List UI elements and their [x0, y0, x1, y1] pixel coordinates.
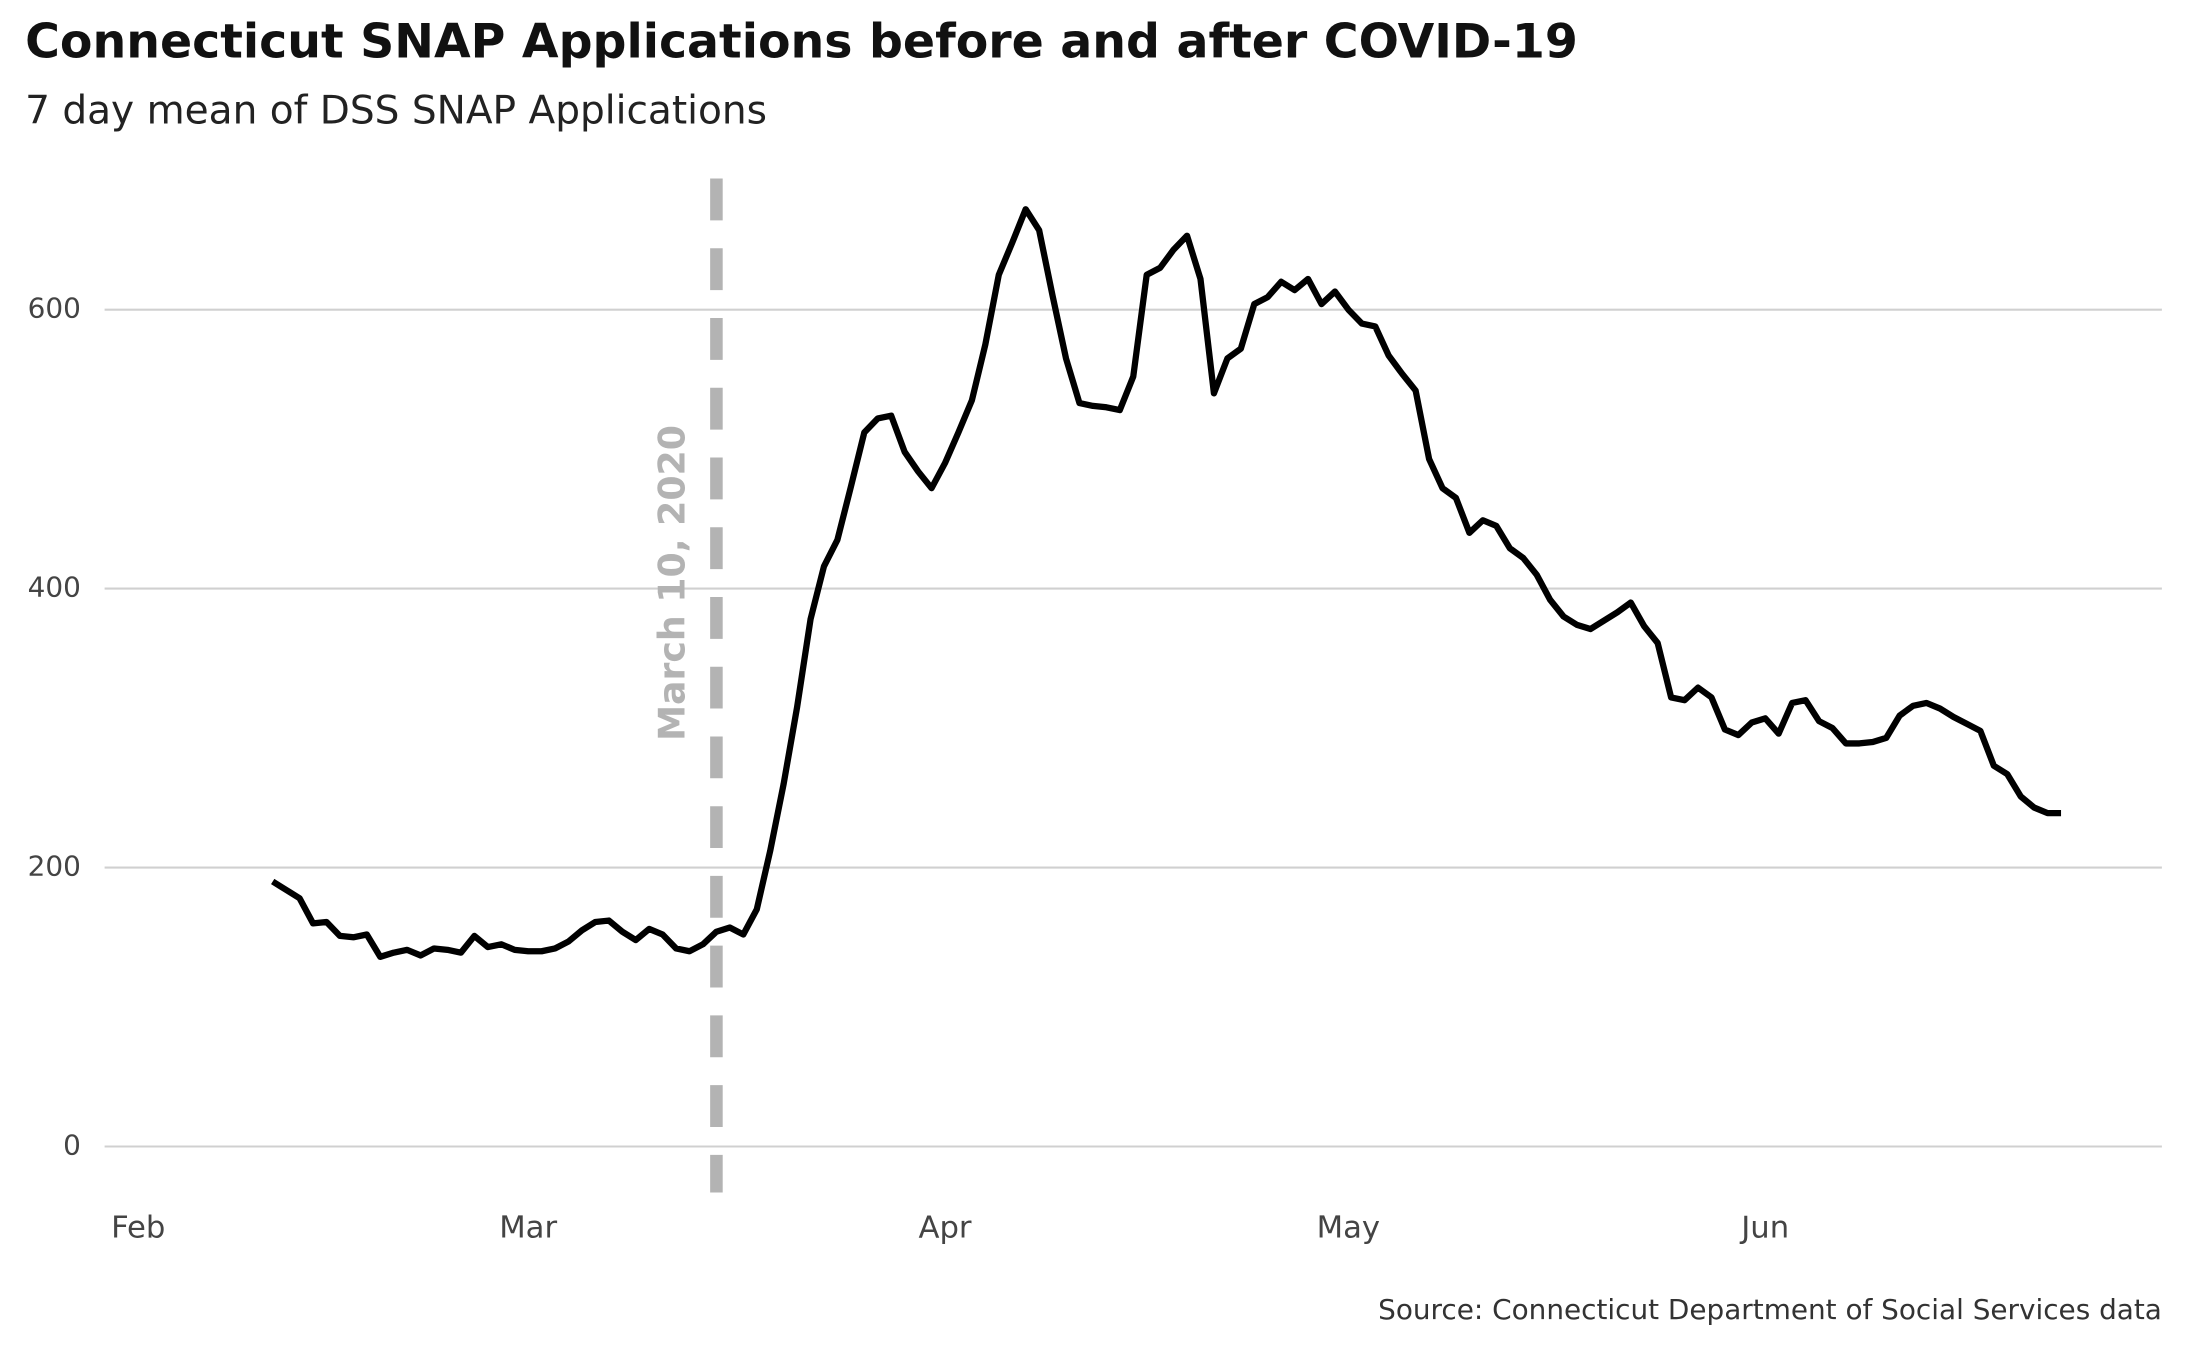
y-tick-label: 600 — [28, 292, 81, 325]
source-note: Source: Connecticut Department of Social… — [1378, 1293, 2162, 1326]
chart-subtitle: 7 day mean of DSS SNAP Applications — [25, 88, 767, 133]
x-tick-label: Feb — [111, 1210, 165, 1245]
x-tick-label: Jun — [1739, 1210, 1789, 1245]
x-tick-label: May — [1317, 1210, 1380, 1245]
y-tick-label: 400 — [28, 571, 81, 604]
data-line — [271, 206, 2062, 960]
x-tick-label: Mar — [499, 1210, 557, 1245]
y-tick-label: 0 — [63, 1129, 81, 1162]
chart-title: Connecticut SNAP Applications before and… — [25, 15, 1578, 70]
x-tick-label: Apr — [918, 1210, 971, 1245]
y-tick-label: 200 — [28, 850, 81, 883]
annotation-label: March 10, 2020 — [651, 425, 694, 741]
